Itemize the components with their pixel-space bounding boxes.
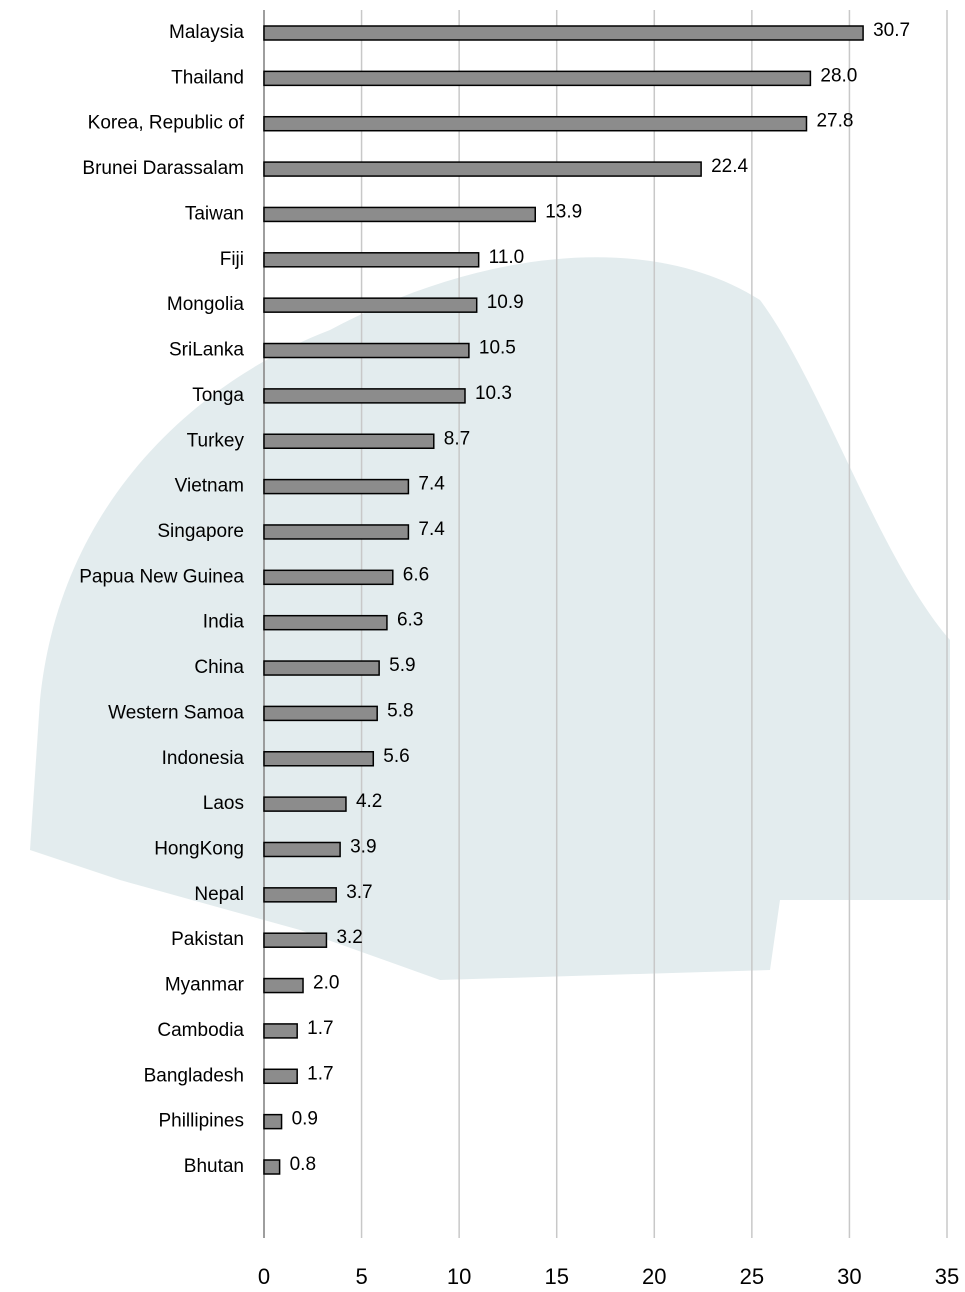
y-tick-label: HongKong — [154, 838, 244, 859]
bar — [263, 433, 435, 449]
y-tick-label: India — [203, 612, 245, 633]
value-label: 5.6 — [383, 746, 409, 767]
y-tick-label: Singapore — [157, 521, 244, 542]
bar — [263, 252, 480, 268]
value-label: 3.2 — [336, 927, 362, 948]
bar — [263, 1113, 283, 1130]
value-label: 22.4 — [711, 156, 748, 177]
value-label: 11.0 — [489, 247, 525, 268]
value-label: 4.2 — [356, 791, 382, 812]
value-label: 10.3 — [475, 383, 512, 404]
y-tick-label: SriLanka — [169, 340, 244, 361]
y-tick-label: Vietnam — [175, 476, 244, 497]
value-label: 1.7 — [307, 1018, 333, 1039]
bar — [263, 342, 470, 359]
bar — [263, 206, 536, 223]
value-label: 30.7 — [873, 20, 910, 41]
bar — [263, 841, 341, 858]
y-tick-label: Phillipines — [158, 1111, 244, 1132]
y-tick-label: Bhutan — [184, 1156, 244, 1177]
bar — [263, 977, 304, 994]
bar — [263, 1023, 298, 1039]
y-tick-label: Indonesia — [162, 748, 245, 769]
value-label: 3.7 — [346, 882, 372, 903]
x-tick-label: 0 — [258, 1264, 270, 1289]
y-tick-label: Western Samoa — [108, 702, 244, 723]
y-tick-label: Taiwan — [185, 203, 244, 224]
bar — [263, 70, 812, 87]
y-tick-label: Tonga — [192, 385, 244, 406]
background — [30, 257, 950, 980]
bar — [263, 25, 864, 41]
y-tick-label: Laos — [203, 793, 244, 814]
bar — [263, 1068, 298, 1085]
value-label: 0.8 — [290, 1154, 316, 1175]
y-tick-label: China — [194, 657, 244, 678]
bar — [263, 705, 378, 722]
value-label: 7.4 — [418, 519, 445, 540]
value-label: 27.8 — [816, 111, 853, 132]
bar — [263, 614, 388, 631]
value-label: 0.9 — [292, 1109, 318, 1130]
bar — [263, 388, 466, 404]
value-label: 5.9 — [389, 655, 415, 676]
bar — [263, 524, 410, 540]
bar — [263, 887, 337, 903]
y-tick-label: Brunei Darassalam — [82, 158, 244, 179]
bar — [263, 115, 808, 132]
y-tick-label: Turkey — [187, 430, 245, 451]
y-tick-label: Bangladesh — [144, 1065, 244, 1086]
bar — [263, 932, 328, 948]
x-tick-label: 30 — [837, 1264, 861, 1289]
value-label: 6.3 — [397, 610, 423, 631]
value-label: 5.8 — [387, 700, 413, 721]
x-tick-label: 35 — [935, 1264, 959, 1289]
bar — [263, 660, 380, 676]
x-tick-label: 25 — [740, 1264, 764, 1289]
y-tick-label: Pakistan — [171, 929, 244, 950]
bar — [263, 478, 410, 495]
value-label: 6.6 — [403, 564, 429, 585]
value-label: 3.9 — [350, 836, 376, 857]
x-tick-label: 10 — [447, 1264, 471, 1289]
bar — [263, 161, 702, 177]
bar — [263, 1159, 281, 1175]
y-tick-label: Thailand — [171, 67, 244, 88]
y-tick-label: Nepal — [194, 884, 244, 905]
value-label: 13.9 — [545, 201, 582, 222]
y-tick-label: Mongolia — [167, 294, 245, 315]
value-label: 10.5 — [479, 338, 516, 359]
value-label: 28.0 — [820, 65, 857, 86]
bar — [263, 751, 375, 767]
value-label: 10.9 — [487, 292, 524, 313]
bar — [263, 796, 347, 812]
bar — [263, 569, 394, 586]
x-tick-label: 5 — [355, 1264, 367, 1289]
y-tick-label: Cambodia — [157, 1020, 244, 1041]
bar — [263, 297, 478, 313]
y-tick-label: Malaysia — [169, 22, 244, 43]
y-tick-label: Fiji — [220, 249, 244, 270]
y-tick-label: Papua New Guinea — [79, 566, 244, 587]
value-label: 1.7 — [307, 1063, 333, 1084]
x-tick-label: 15 — [544, 1264, 568, 1289]
y-tick-label: Korea, Republic of — [88, 113, 245, 134]
value-label: 8.7 — [444, 428, 470, 449]
car-silhouette — [30, 257, 950, 980]
y-tick-label: Myanmar — [165, 975, 245, 996]
value-label: 2.0 — [313, 973, 339, 994]
x-tick-label: 20 — [642, 1264, 666, 1289]
value-label: 7.4 — [418, 474, 445, 495]
